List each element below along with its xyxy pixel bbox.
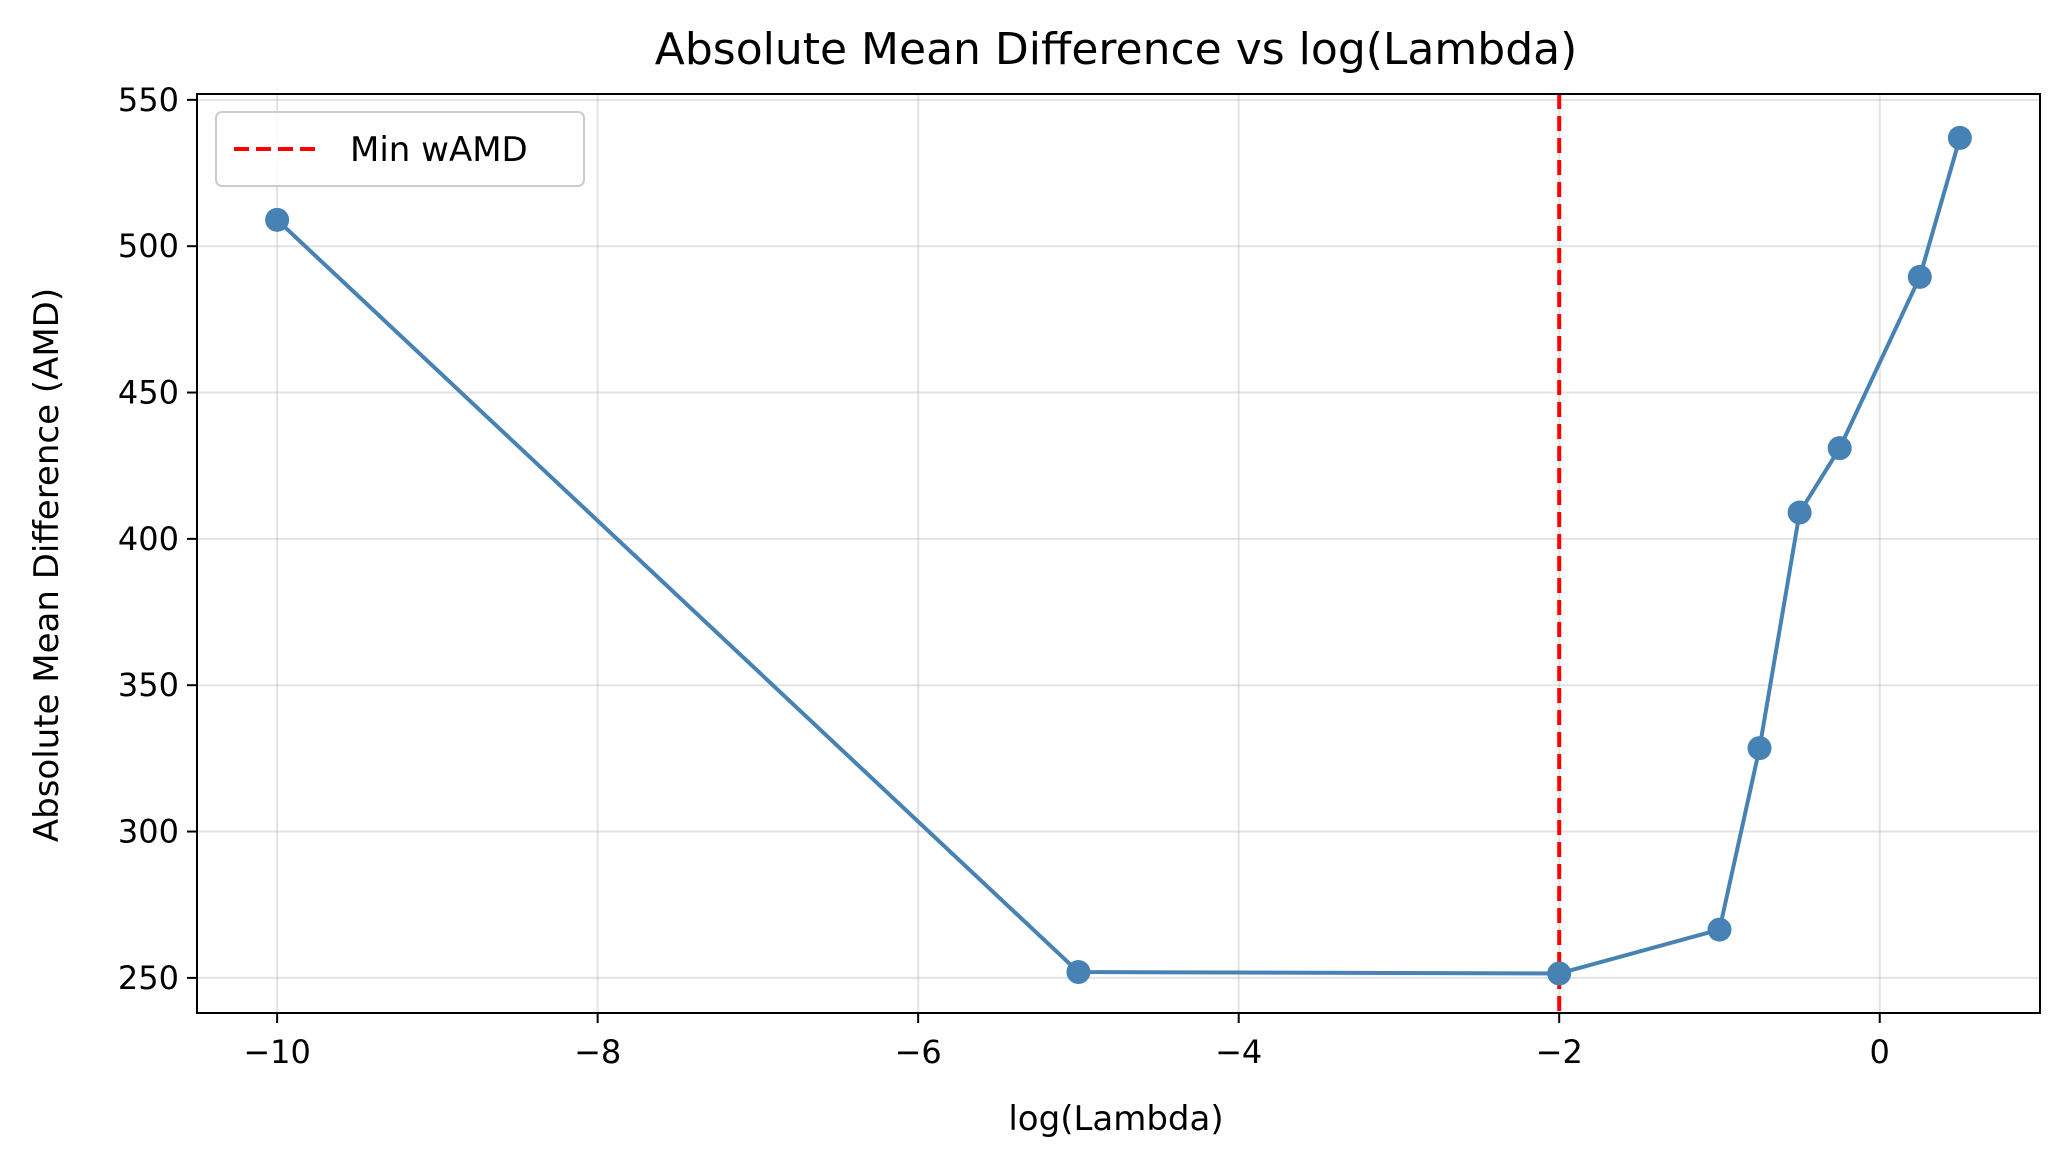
data-point	[265, 207, 290, 232]
legend: Min wAMD	[215, 111, 585, 187]
x-tick-label: −4	[1215, 1033, 1262, 1071]
x-tick-label: −8	[574, 1033, 621, 1071]
y-tick-label: 550	[118, 81, 179, 119]
data-point	[1907, 264, 1932, 289]
x-tick-label: −10	[243, 1033, 311, 1071]
series-layer	[265, 125, 1972, 986]
y-tick-label: 400	[118, 520, 179, 558]
y-axis-ticks: 250 300 350 400 450 500 550	[118, 81, 197, 997]
y-tick-label: 500	[118, 227, 179, 265]
grid-lines	[197, 94, 2040, 1013]
y-axis-label: Absolute Mean Difference (AMD)	[27, 288, 67, 842]
y-tick-label: 450	[118, 374, 179, 412]
data-point	[1787, 500, 1812, 525]
plot-frame	[196, 93, 2041, 1014]
x-axis-ticks: −10 −8 −6 −4 −2 0	[243, 1013, 1890, 1071]
y-tick-label: 350	[118, 666, 179, 704]
y-tick-label: 300	[118, 813, 179, 851]
chart-title: Absolute Mean Difference vs log(Lambda)	[655, 24, 1578, 75]
x-tick-label: −6	[895, 1033, 942, 1071]
y-tick-label: 250	[118, 959, 179, 997]
data-point	[1547, 961, 1572, 986]
x-tick-label: 0	[1870, 1033, 1890, 1071]
legend-label-min-wamd: Min wAMD	[350, 130, 528, 170]
data-point	[1066, 960, 1091, 985]
x-axis-label: log(Lambda)	[1008, 1099, 1223, 1139]
x-tick-label: −2	[1536, 1033, 1583, 1071]
data-point	[1947, 125, 1972, 150]
data-point	[1827, 436, 1852, 461]
data-point	[1747, 736, 1772, 761]
data-point	[1707, 917, 1732, 942]
legend-box	[215, 111, 585, 187]
